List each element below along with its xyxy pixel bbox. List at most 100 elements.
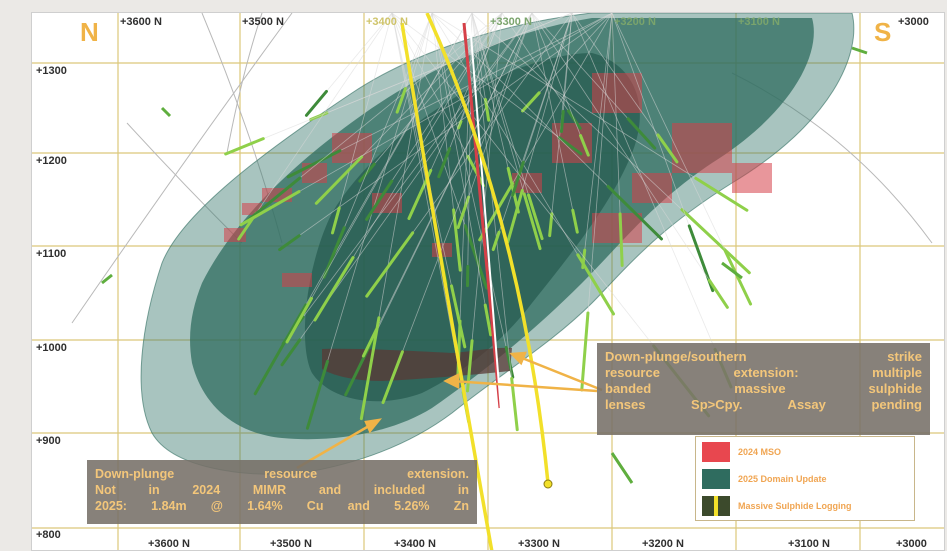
callout-right-line-3: banded massive sulphide <box>605 381 922 396</box>
drill-intercept <box>571 208 579 234</box>
legend-item-domain: 2025 Domain Update <box>702 468 827 490</box>
drill-intercept <box>521 91 541 113</box>
drill-intercept <box>452 208 462 272</box>
bottom-label-3300: +3300 N <box>518 538 560 550</box>
bottom-label-3100: +3100 N <box>788 538 830 550</box>
drill-trace <box>279 13 613 250</box>
legend-swatch-domain <box>702 469 730 489</box>
drill-intercept <box>723 249 753 306</box>
drill-intercept <box>548 212 554 238</box>
drill-intercept <box>361 327 379 358</box>
drill-intercept <box>313 256 355 322</box>
drill-intercept <box>456 319 462 382</box>
drill-intercept <box>395 87 407 114</box>
drill-intercept <box>463 224 489 290</box>
elevation-label-800: +800 <box>36 529 61 541</box>
drill-intercept <box>511 160 525 197</box>
callout-right-line-2: resource extension: multiple <box>605 365 922 380</box>
bottom-label-3200: +3200 N <box>642 538 684 550</box>
drill-intercept <box>491 230 501 252</box>
bottom-label-3000: +3000 <box>896 538 927 550</box>
red-drill-trace <box>462 22 502 409</box>
elevation-label-1200: +1200 <box>36 155 67 167</box>
drill-trace <box>238 13 393 240</box>
drill-intercept <box>522 192 542 251</box>
top-label-3400: +3400 N <box>366 16 408 28</box>
drill-trace <box>531 13 578 233</box>
drill-intercept <box>618 212 624 267</box>
callout-left-line-3: 2025: 1.84m @ 1.64% Cu and 5.26% Zn <box>95 499 469 513</box>
section-view-frame: N S +3600 N +3500 N +3400 N +3300 N +320… <box>31 12 945 551</box>
drill-intercept <box>278 234 301 252</box>
top-label-3000: +3000 <box>898 16 929 28</box>
mso-block <box>732 163 772 193</box>
callout-downplunge-extension: Down-plunge resource extension. Not in 2… <box>87 460 477 524</box>
bottom-label-3400: +3400 N <box>394 538 436 550</box>
legend-label-mso: 2024 MSO <box>738 447 782 457</box>
drill-trace <box>431 13 748 211</box>
drill-trace <box>359 13 503 182</box>
drill-trace <box>286 13 473 343</box>
drill-trace <box>240 13 613 226</box>
drill-intercept <box>483 303 493 337</box>
elevation-label-1300: +1300 <box>36 65 67 77</box>
hole-end-marker <box>543 479 553 489</box>
legend-swatch-massive-sulphide <box>702 496 730 516</box>
drill-intercept <box>437 147 452 179</box>
drill-intercept <box>478 182 515 242</box>
drill-intercept <box>314 155 364 205</box>
drill-intercept <box>305 359 329 430</box>
drill-intercept <box>557 136 583 156</box>
top-label-3500: +3500 N <box>242 16 284 28</box>
drill-intercept <box>322 226 346 279</box>
drill-trace <box>457 13 533 228</box>
drill-intercept <box>504 346 515 379</box>
drill-intercept <box>466 154 485 188</box>
drill-intercept <box>450 284 467 349</box>
drill-trace <box>467 13 473 286</box>
mso-blocks <box>224 73 772 287</box>
drill-intercept <box>359 316 381 421</box>
drill-intercept <box>456 195 471 229</box>
white-drill-trace <box>469 22 503 424</box>
drill-intercept <box>506 188 524 244</box>
legend-item-massive-sulphide: Massive Sulphide Logging <box>702 495 852 517</box>
callout-left-line-2: Not in 2024 MIMR and included in <box>95 483 469 497</box>
drill-intercept <box>381 350 404 405</box>
main-hole-2 <box>425 13 550 484</box>
legend-label-domain: 2025 Domain Update <box>738 474 827 484</box>
drill-trace <box>531 13 589 156</box>
drill-intercept <box>224 137 265 156</box>
drill-intercept <box>721 261 743 280</box>
drill-intercept <box>656 133 679 164</box>
mso-block <box>632 173 672 203</box>
drill-intercept <box>606 184 663 241</box>
drill-intercept <box>559 109 565 133</box>
top-label-3600: +3600 N <box>120 16 162 28</box>
drill-intercept <box>579 134 590 157</box>
drill-intercept <box>304 89 328 117</box>
top-label-3100: +3100 N <box>738 16 780 28</box>
elevation-label-1000: +1000 <box>36 342 67 354</box>
drill-intercept <box>239 190 301 227</box>
south-label: S <box>874 17 893 47</box>
mso-block <box>552 123 592 163</box>
drill-intercept <box>280 338 302 367</box>
drill-trace <box>382 13 533 403</box>
drill-intercept <box>101 273 113 285</box>
drill-trace <box>431 13 514 378</box>
drill-intercept <box>330 206 341 235</box>
callout-right-line-4: lenses Sp>Cpy. Assay pending <box>605 397 922 412</box>
long-section-diagram <box>32 13 944 550</box>
bottom-label-3600: +3600 N <box>148 538 190 550</box>
drill-intercept <box>851 46 868 55</box>
mso-block <box>282 273 312 287</box>
drill-intercept <box>365 179 394 221</box>
elevation-label-1100: +1100 <box>36 248 67 260</box>
legend-label-massive-sulphide: Massive Sulphide Logging <box>738 501 852 511</box>
callout-left-line-1: Down-plunge resource extension. <box>95 467 469 481</box>
drill-intercept <box>581 248 587 270</box>
legend-swatch-mso <box>702 442 730 462</box>
drill-intercept <box>286 149 342 179</box>
